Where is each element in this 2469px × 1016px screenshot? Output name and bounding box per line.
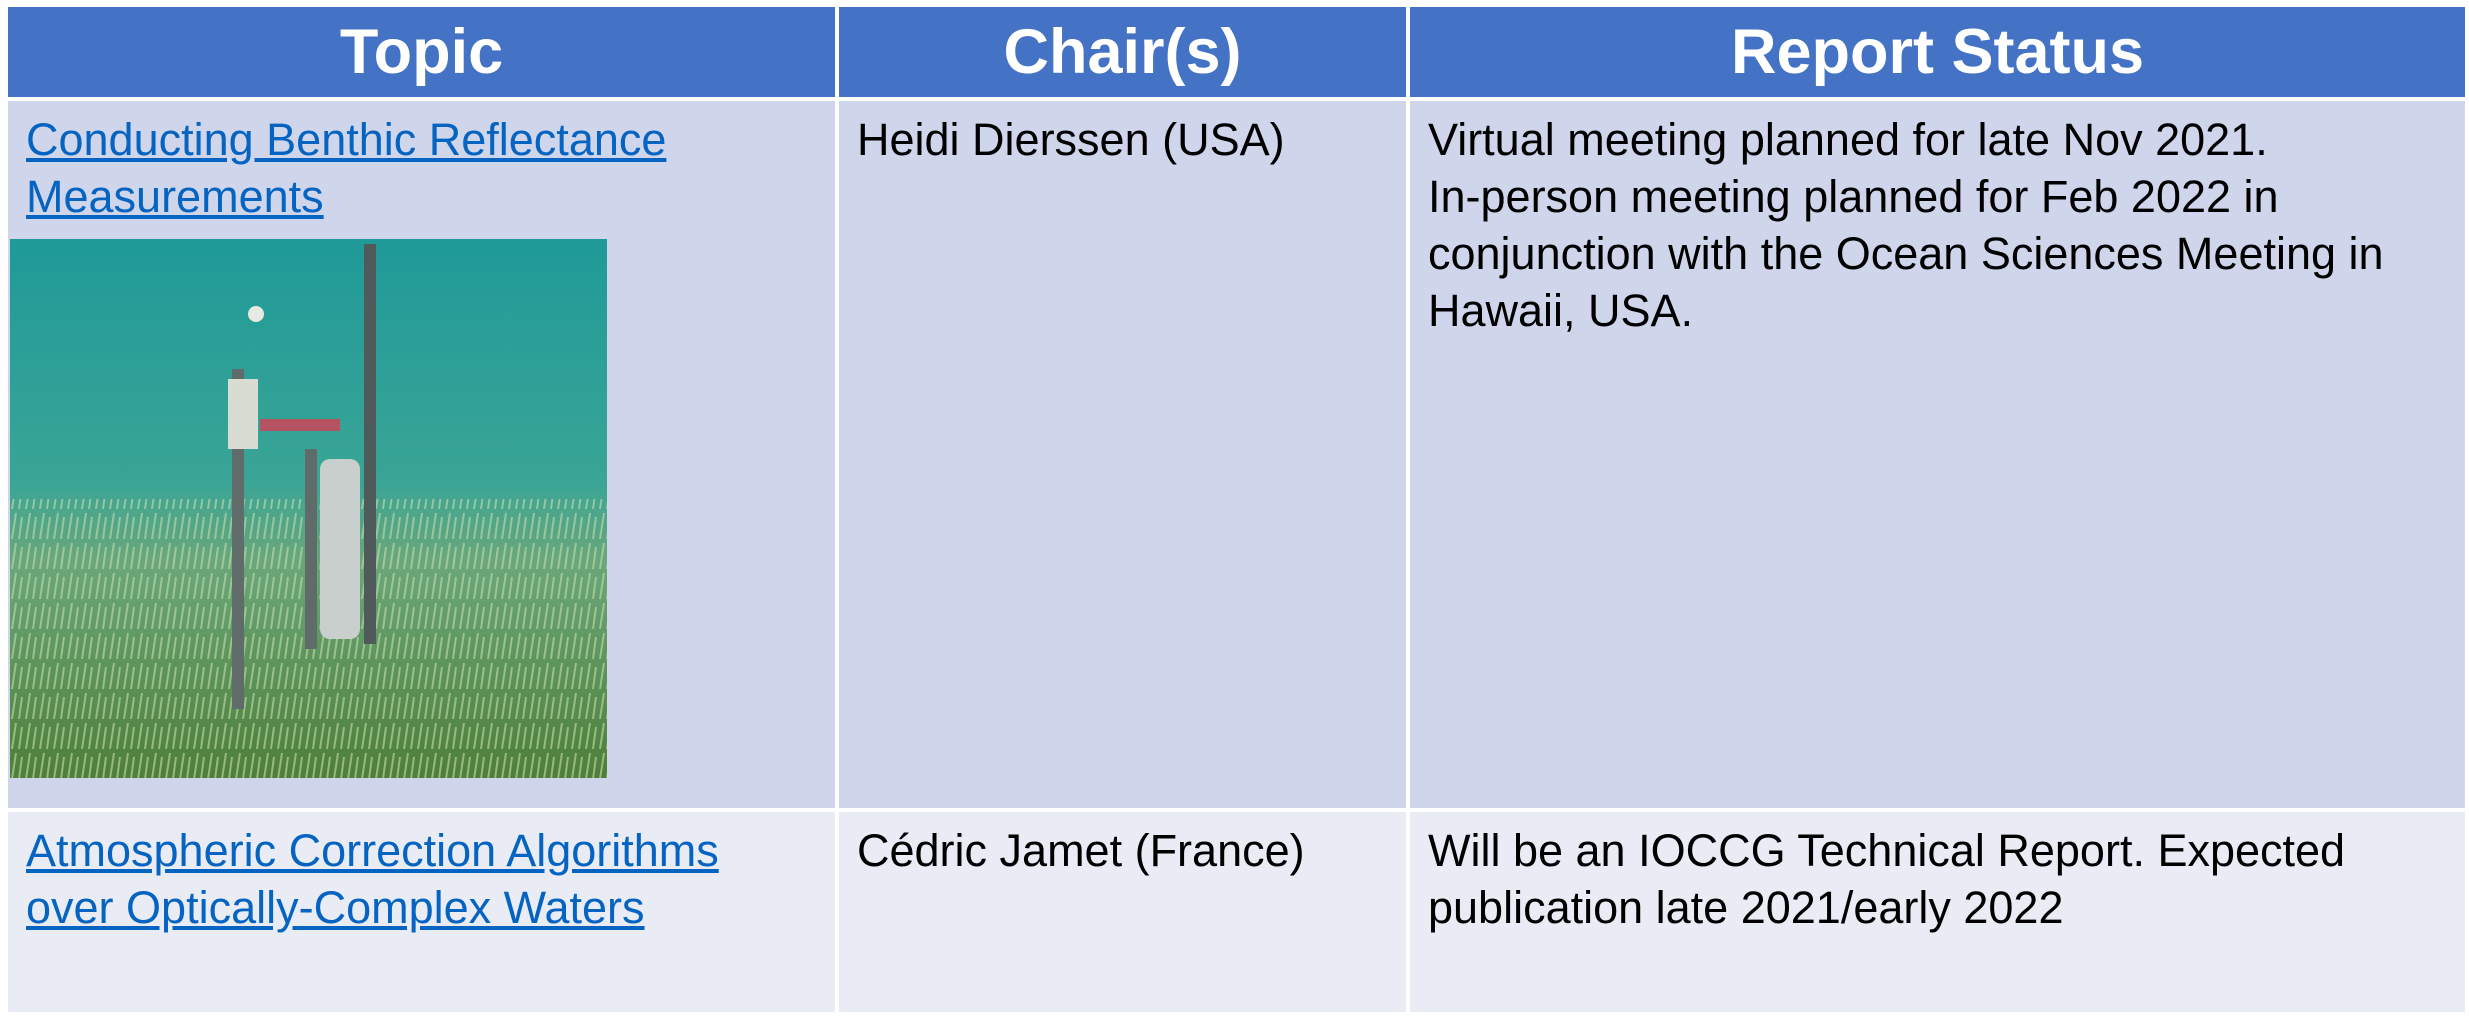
chair-cell: Heidi Dierssen (USA) (839, 101, 1406, 808)
topic-cell: Atmospheric Correction Algorithms over O… (8, 812, 835, 1012)
row: Conducting Benthic Reflectance Measureme… (8, 101, 2465, 808)
header-cell: Topic (8, 7, 835, 97)
topics-table: Topic Chair(s) Report Status Conducting … (4, 3, 2469, 1016)
topic-cell: Conducting Benthic Reflectance Measureme… (8, 101, 835, 808)
status-cell: Virtual meeting planned for late Nov 202… (1410, 101, 2465, 808)
photo (10, 239, 607, 778)
row: Atmospheric Correction Algorithms over O… (8, 812, 2465, 1012)
header-cell: Report Status (1410, 7, 2465, 97)
status-text: Virtual meeting planned for late Nov 202… (1428, 114, 2268, 165)
topic-link[interactable]: Atmospheric Correction Algorithms over O… (26, 825, 719, 933)
status-cell: Will be an IOCCG Technical Report. Expec… (1410, 812, 2465, 1012)
chair-cell: Cédric Jamet (France) (839, 812, 1406, 1012)
header-row: Topic Chair(s) Report Status (8, 7, 2465, 97)
topic-link[interactable]: Conducting Benthic Reflectance Measureme… (26, 114, 667, 222)
status-text: In-person meeting planned for Feb 2022 i… (1428, 171, 2384, 336)
header-cell: Chair(s) (839, 7, 1406, 97)
status-text: Will be an IOCCG Technical Report. Expec… (1428, 825, 2346, 933)
